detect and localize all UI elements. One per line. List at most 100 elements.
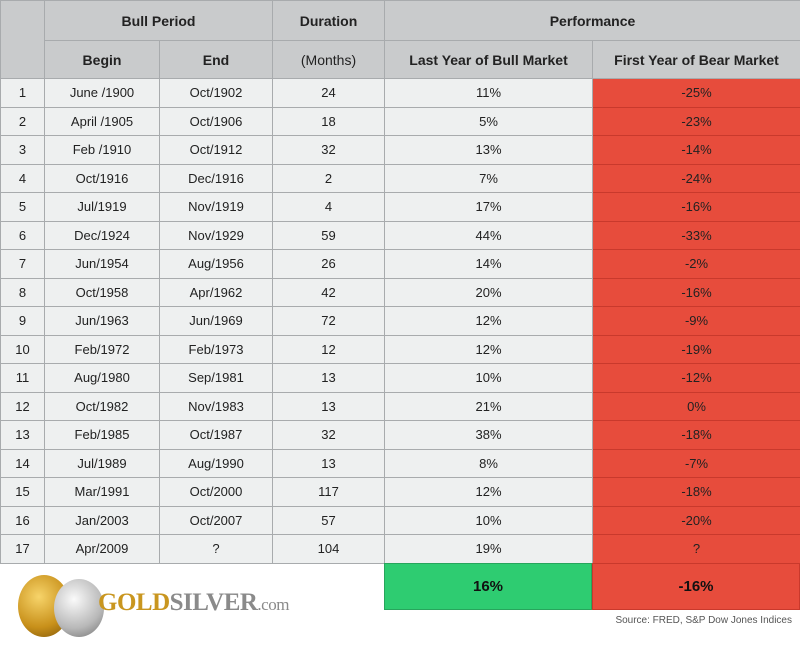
index-header: [0, 0, 45, 79]
first-year-bear-cell: -2%: [592, 249, 800, 279]
bull-bear-table: Bull Period Duration Performance Begin E…: [0, 0, 800, 564]
duration-cell: 12: [272, 334, 385, 364]
duration-cell: 32: [272, 420, 385, 450]
last-year-bull-cell: 5%: [384, 106, 593, 136]
end-cell: Aug/1990: [159, 448, 273, 478]
table-row: 10 Feb/1972 Feb/1973 12 12% -19%: [0, 334, 800, 364]
row-index-cell: 3: [0, 135, 45, 165]
row-index-cell: 1: [0, 78, 45, 108]
first-year-bear-cell: -16%: [592, 192, 800, 222]
table-row: 8 Oct/1958 Apr/1962 42 20% -16%: [0, 277, 800, 307]
row-index-cell: 9: [0, 306, 45, 336]
row-index-cell: 11: [0, 363, 45, 393]
last-year-bull-cell: 11%: [384, 78, 593, 108]
begin-cell: Feb/1985: [44, 420, 160, 450]
end-header: End: [159, 40, 273, 79]
last-year-bull-cell: 12%: [384, 334, 593, 364]
begin-cell: Oct/1982: [44, 391, 160, 421]
row-index-cell: 10: [0, 334, 45, 364]
begin-cell: Dec/1924: [44, 220, 160, 250]
end-cell: Feb/1973: [159, 334, 273, 364]
first-year-bear-cell: -18%: [592, 477, 800, 507]
performance-header: Performance: [384, 0, 800, 41]
row-index-cell: 4: [0, 163, 45, 193]
first-year-bear-cell: -23%: [592, 106, 800, 136]
last-year-bull-cell: 10%: [384, 505, 593, 535]
end-cell: Oct/1906: [159, 106, 273, 136]
end-cell: Apr/1962: [159, 277, 273, 307]
begin-cell: Jun/1963: [44, 306, 160, 336]
table-row: 13 Feb/1985 Oct/1987 32 38% -18%: [0, 420, 800, 450]
end-cell: Aug/1956: [159, 249, 273, 279]
source-note: Source: FRED, S&P Dow Jones Indices: [615, 615, 792, 626]
begin-cell: Jul/1919: [44, 192, 160, 222]
begin-cell: Aug/1980: [44, 363, 160, 393]
brand-text: GOLDSILVER.com: [98, 589, 289, 616]
duration-cell: 42: [272, 277, 385, 307]
row-index-cell: 12: [0, 391, 45, 421]
table-row: 11 Aug/1980 Sep/1981 13 10% -12%: [0, 363, 800, 393]
bull-average: 16%: [384, 563, 592, 610]
last-year-bull-cell: 20%: [384, 277, 593, 307]
row-index-cell: 13: [0, 420, 45, 450]
table-row: 9 Jun/1963 Jun/1969 72 12% -9%: [0, 306, 800, 336]
table-row: 17 Apr/2009? 104 19%?: [0, 534, 800, 564]
end-cell: ?: [159, 534, 273, 564]
table-row: 16 Jan/2003 Oct/2007 57 10% -20%: [0, 505, 800, 535]
last-year-bull-cell: 19%: [384, 534, 593, 564]
duration-cell: 32: [272, 135, 385, 165]
last-year-bull-cell: 13%: [384, 135, 593, 165]
silver-coin-icon: [54, 579, 104, 637]
last-year-bull-cell: 10%: [384, 363, 593, 393]
begin-cell: June /1900: [44, 78, 160, 108]
table-row: 1 June /1900 Oct/1902 24 11% -25%: [0, 78, 800, 108]
begin-cell: Oct/1916: [44, 163, 160, 193]
end-cell: Oct/2000: [159, 477, 273, 507]
begin-cell: Oct/1958: [44, 277, 160, 307]
row-index-cell: 16: [0, 505, 45, 535]
duration-header: Duration: [272, 0, 385, 41]
last-year-header: Last Year of Bull Market: [384, 40, 593, 79]
first-year-bear-cell: -7%: [592, 448, 800, 478]
row-index-cell: 2: [0, 106, 45, 136]
last-year-bull-cell: 21%: [384, 391, 593, 421]
first-year-bear-cell: -33%: [592, 220, 800, 250]
last-year-bull-cell: 17%: [384, 192, 593, 222]
last-year-bull-cell: 12%: [384, 306, 593, 336]
first-year-bear-cell: -19%: [592, 334, 800, 364]
first-year-bear-cell: -25%: [592, 78, 800, 108]
end-cell: Jun/1969: [159, 306, 273, 336]
duration-cell: 104: [272, 534, 385, 564]
row-index-cell: 17: [0, 534, 45, 564]
begin-header: Begin: [44, 40, 160, 79]
first-year-bear-cell: -16%: [592, 277, 800, 307]
end-cell: Sep/1981: [159, 363, 273, 393]
duration-cell: 18: [272, 106, 385, 136]
table-row: 5 Jul/1919 Nov/1919 4 17% -16%: [0, 192, 800, 222]
table-row: 14 Jul/1989 Aug/1990 13 8% -7%: [0, 448, 800, 478]
duration-cell: 59: [272, 220, 385, 250]
duration-cell: 13: [272, 448, 385, 478]
table-row: 2 April /1905 Oct/1906 18 5% -23%: [0, 106, 800, 136]
duration-cell: 117: [272, 477, 385, 507]
table-row: 7 Jun/1954 Aug/1956 26 14% -2%: [0, 249, 800, 279]
table-row: 12 Oct/1982 Nov/1983 13 21% 0%: [0, 391, 800, 421]
first-year-bear-cell: 0%: [592, 391, 800, 421]
begin-cell: April /1905: [44, 106, 160, 136]
last-year-bull-cell: 44%: [384, 220, 593, 250]
duration-cell: 13: [272, 363, 385, 393]
first-year-bear-cell: -14%: [592, 135, 800, 165]
duration-cell: 57: [272, 505, 385, 535]
row-index-cell: 6: [0, 220, 45, 250]
begin-cell: Feb/1972: [44, 334, 160, 364]
table-row: 4 Oct/1916 Dec/1916 2 7% -24%: [0, 163, 800, 193]
last-year-bull-cell: 12%: [384, 477, 593, 507]
end-cell: Oct/2007: [159, 505, 273, 535]
row-index-cell: 5: [0, 192, 45, 222]
end-cell: Oct/1902: [159, 78, 273, 108]
end-cell: Nov/1983: [159, 391, 273, 421]
begin-cell: Feb /1910: [44, 135, 160, 165]
duration-cell: 13: [272, 391, 385, 421]
bull-period-header: Bull Period: [44, 0, 273, 41]
duration-cell: 24: [272, 78, 385, 108]
